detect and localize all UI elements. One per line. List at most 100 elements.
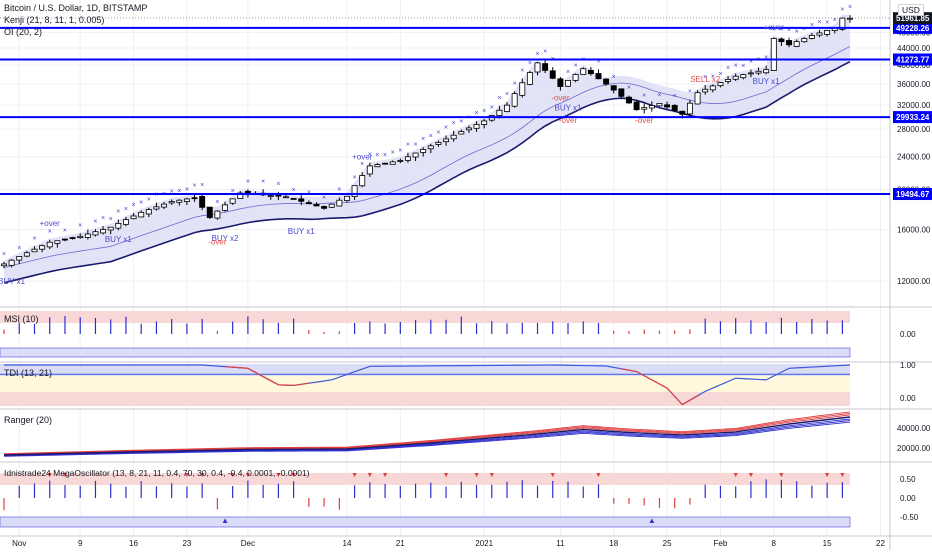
- kenji-mid-line: [3, 46, 851, 268]
- msi-label[interactable]: MSI (10): [4, 314, 39, 324]
- indicator-kenji-label[interactable]: Kenji (21, 8, 11, 1, 0.005): [4, 15, 105, 25]
- price-pane[interactable]: ×××× ××× × ×× ×× × ×× × × ×× ×××× × ×× ×××××× × × × ×× ×× ×…: [0, 4, 890, 286]
- ranger-line-0: [3, 411, 851, 455]
- cross-marker: ×: [337, 186, 341, 193]
- time-tick-label-7: 2021: [475, 539, 493, 548]
- sell-triangle-marker: ▼: [595, 472, 602, 479]
- candle-body: [435, 141, 442, 145]
- cross-marker: ×: [833, 17, 837, 24]
- time-tick-label-0: Nov: [12, 539, 26, 548]
- ranger-tick-label-1: 20000.00: [897, 444, 931, 453]
- osc-tick-label-2: -0.50: [900, 513, 919, 522]
- tdi-mid-zone: [0, 376, 850, 392]
- candle-body: [191, 197, 198, 200]
- candle-body: [107, 226, 114, 231]
- oscillator-label[interactable]: Idnistrade24 MegaOscillator (13, 8, 21, …: [4, 468, 310, 478]
- candle-body: [786, 40, 792, 46]
- osc-upper-zone: [0, 473, 850, 485]
- cross-marker: ×: [398, 148, 402, 155]
- candle-body: [534, 62, 541, 73]
- price-axis[interactable]: 48000.0044000.0040000.0036000.0032000.00…: [893, 12, 932, 522]
- candle-body: [290, 198, 297, 200]
- candle-body: [92, 231, 99, 236]
- candle-body: [732, 75, 739, 80]
- sell-triangle-marker: ▼: [488, 472, 495, 479]
- cross-marker: ×: [718, 71, 722, 78]
- cross-marker: ×: [101, 215, 105, 222]
- candle-body: [549, 70, 556, 79]
- cross-marker: ×: [276, 181, 280, 188]
- cross-marker: ×: [452, 120, 456, 127]
- sell-triangle-marker: ▼: [244, 472, 251, 479]
- candle-body: [23, 252, 30, 257]
- tdi-label[interactable]: TDI (13, 21): [4, 368, 53, 378]
- cross-marker: ×: [596, 59, 600, 66]
- candle-body: [199, 196, 206, 208]
- indicator-oi-label[interactable]: OI (20, 2): [4, 27, 43, 37]
- candle-body: [206, 206, 213, 218]
- level-price-tag-3: [893, 188, 932, 201]
- cross-marker: ×: [673, 93, 677, 100]
- candle-body: [595, 73, 602, 80]
- msi-pane[interactable]: [0, 311, 851, 358]
- cross-marker: ×: [802, 26, 806, 33]
- cross-marker: ×: [177, 188, 181, 195]
- candle-body: [62, 238, 68, 241]
- candle-body: [130, 215, 137, 220]
- mega-oscillator-pane[interactable]: ▼ ▼ ▼ ▼ ▼ ▼ ▼ ▼ ▼ ▼ ▼ ▼ ▼ ▼ ▼ ▼ ▼ ▼ ▼ ▼ ▼ ▲ ▲: [0, 472, 851, 528]
- currency-badge[interactable]: USD: [898, 4, 924, 16]
- cross-marker: ×: [482, 108, 486, 115]
- candle-body: [618, 88, 625, 97]
- cross-marker: ×: [132, 202, 136, 209]
- time-axis[interactable]: Nov 9 16 23 Dec 14 21 2021 11 18 25 Feb 8 15 22: [12, 539, 885, 548]
- cross-marker: ×: [414, 141, 418, 148]
- cross-marker: ×: [322, 194, 326, 201]
- tdi-line: [4, 364, 851, 406]
- cross-marker: ×: [764, 55, 768, 62]
- candle-body: [740, 74, 747, 79]
- candle-body: [267, 195, 274, 198]
- signal-label-10: -over: [635, 116, 654, 125]
- candle-body: [351, 185, 358, 197]
- ranger-line-1: [3, 412, 851, 455]
- sell-triangle-marker: ▼: [275, 472, 282, 479]
- sell-triangle-marker: ▼: [382, 472, 389, 479]
- tdi-pane[interactable]: [0, 364, 851, 406]
- sell-triangle-marker: ▼: [229, 472, 236, 479]
- tdi-bottom-zone: [0, 392, 850, 406]
- cross-marker: ×: [513, 80, 517, 87]
- candle-body: [336, 199, 343, 207]
- sell-triangle-marker: ▼: [366, 472, 373, 479]
- sell-triangle-marker: ▼: [747, 472, 754, 479]
- candle-body: [283, 196, 289, 199]
- cross-marker: ×: [200, 182, 204, 189]
- cross-marker: ×: [109, 216, 113, 223]
- candle-body: [465, 127, 472, 131]
- sell-triangle-marker: ▼: [839, 472, 846, 479]
- ranger-line-5: [3, 421, 851, 457]
- level-price-tag-0: [893, 21, 932, 34]
- signal-label-6: +over: [352, 153, 373, 162]
- candle-body: [183, 198, 190, 202]
- candle-body: [656, 103, 663, 107]
- candle-body: [77, 235, 84, 238]
- signal-label-1: +over: [40, 219, 61, 228]
- candle-body: [404, 156, 411, 161]
- candle-body: [115, 222, 122, 229]
- candle-body: [84, 233, 91, 238]
- ranger-pane[interactable]: [3, 411, 851, 457]
- cross-marker: ×: [231, 188, 235, 195]
- cross-marker: ×: [17, 245, 21, 252]
- candle-body: [519, 82, 526, 96]
- candle-body: [229, 198, 236, 204]
- cross-marker: ×: [246, 178, 250, 185]
- ranger-label[interactable]: Ranger (20): [4, 415, 53, 425]
- price-tick-label-1: 44000.00: [897, 44, 931, 53]
- candle-body: [473, 124, 480, 129]
- cross-marker: ×: [139, 199, 143, 206]
- cross-marker: ×: [817, 19, 821, 26]
- cross-marker: ×: [93, 218, 97, 225]
- candle-body: [709, 85, 716, 91]
